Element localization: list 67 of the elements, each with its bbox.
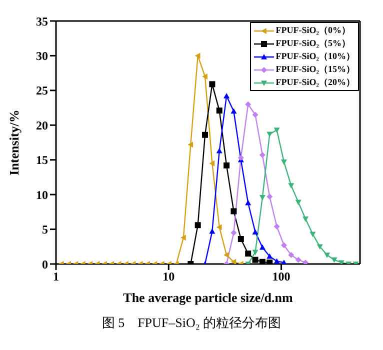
y-tick-label: 35 [36, 14, 48, 28]
x-tick-label: 1 [53, 270, 59, 284]
point [216, 148, 222, 154]
point [288, 252, 294, 258]
y-tick-label: 0 [42, 257, 48, 272]
point [252, 229, 258, 234]
point [224, 92, 230, 98]
point [266, 132, 273, 138]
point [259, 258, 266, 264]
point [202, 132, 208, 138]
point [295, 200, 302, 206]
point [252, 256, 258, 263]
x-tick-label: 100 [272, 270, 290, 284]
point [209, 228, 216, 234]
y-tick-label: 15 [36, 153, 48, 168]
point [259, 152, 266, 158]
point [280, 242, 287, 248]
point [245, 250, 252, 257]
point [194, 222, 201, 228]
point [252, 250, 258, 256]
point [266, 194, 273, 200]
point [259, 194, 266, 200]
legend-label: FPUF-SiO₂（10%） [276, 50, 355, 63]
legend-label: FPUF-SiO₂（15%） [276, 63, 355, 76]
point [302, 216, 309, 222]
x-tick-label: 10 [162, 270, 175, 284]
point [274, 224, 280, 230]
point [331, 257, 338, 263]
y-tick-label: 5 [42, 222, 48, 237]
point [202, 74, 208, 80]
point [194, 52, 200, 59]
point [266, 253, 273, 259]
point [188, 142, 194, 148]
legend-label: FPUF-SiO₂（20%） [276, 76, 355, 89]
point [259, 244, 266, 250]
point [252, 112, 258, 118]
y-axis-title: Intensity/% [6, 110, 22, 176]
point [288, 183, 294, 189]
y-tick-label: 10 [36, 188, 48, 202]
y-tick-label: 30 [36, 48, 48, 63]
y-tick-label: 25 [36, 84, 48, 98]
legend-label: FPUF-SiO₂（0%） [276, 24, 350, 37]
point [224, 162, 230, 168]
point [209, 160, 215, 166]
point [230, 230, 237, 236]
y-tick-label: 20 [36, 118, 48, 132]
x-axis-title: The average particle size/d.nm [123, 290, 294, 305]
point [230, 258, 236, 264]
point [230, 208, 237, 214]
point [295, 256, 302, 263]
legend-label: FPUF-SiO₂（5%） [276, 37, 350, 50]
point [274, 258, 280, 264]
point [216, 108, 222, 114]
point [209, 81, 216, 88]
point [238, 236, 244, 242]
point [245, 101, 252, 108]
point [224, 252, 229, 258]
point [230, 108, 237, 114]
point [280, 160, 287, 165]
point [310, 232, 316, 238]
point [324, 252, 330, 258]
point [216, 224, 222, 230]
point [274, 128, 280, 134]
point [245, 200, 252, 206]
point [180, 234, 186, 241]
point [316, 244, 323, 250]
caption: 图 5 FPUF–SiO₂ 的粒径分布图 [100, 314, 282, 332]
